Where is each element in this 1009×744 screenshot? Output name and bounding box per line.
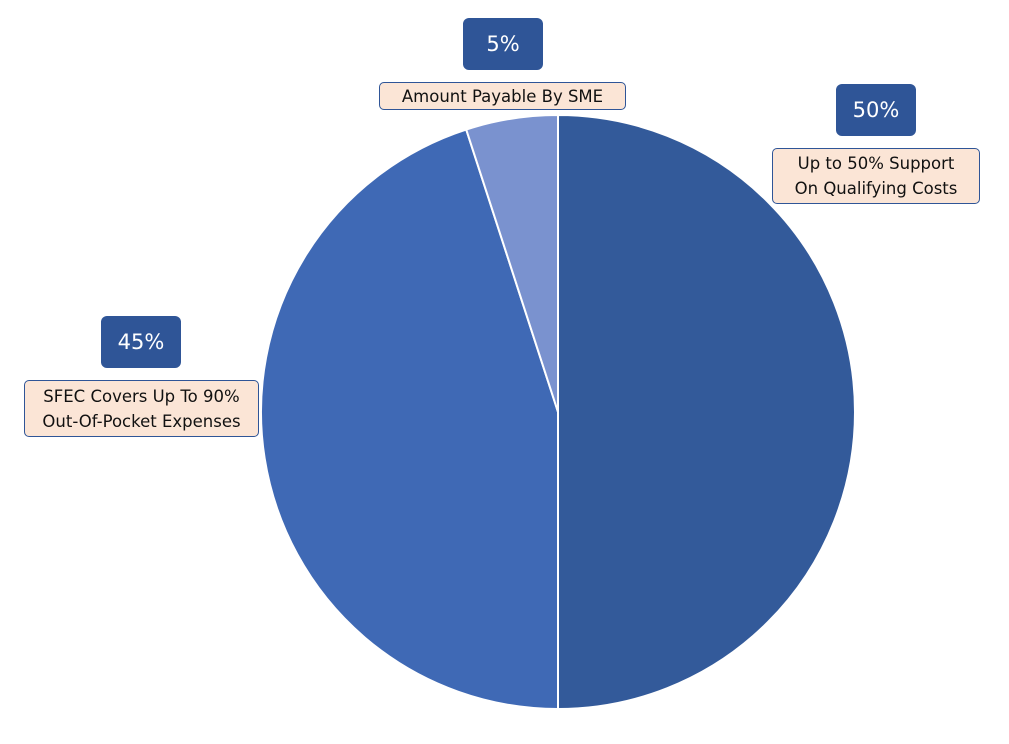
- value-label: 50%: [836, 84, 916, 136]
- category-label: Amount Payable By SME: [379, 82, 626, 110]
- value-label: 5%: [463, 18, 543, 70]
- value-label: 45%: [101, 316, 181, 368]
- pie-slice: [464, 113, 559, 413]
- category-label: SFEC Covers Up To 90% Out-Of-Pocket Expe…: [24, 380, 259, 437]
- pie-slice: [557, 113, 856, 711]
- pie-slice: [260, 128, 559, 711]
- category-label: Up to 50% Support On Qualifying Costs: [772, 148, 980, 204]
